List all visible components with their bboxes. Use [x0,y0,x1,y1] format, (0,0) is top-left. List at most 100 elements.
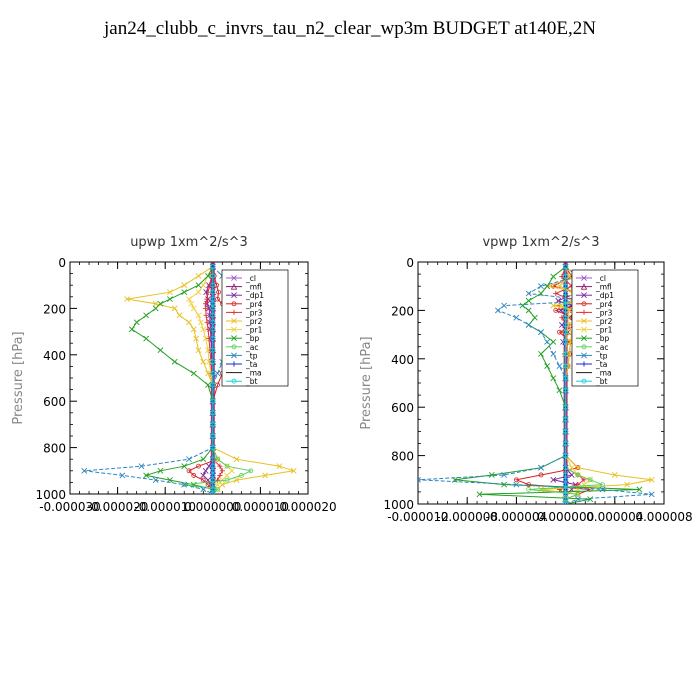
data-point-tp [119,472,126,479]
data-point-pr1 [557,302,564,309]
data-point-pr2 [611,472,618,478]
x-tick-label: -0.000004 [486,510,548,524]
data-point-pr1 [566,307,573,314]
series-line-bp [454,266,640,504]
data-point-tp [138,463,145,470]
data-point-pr1 [188,300,195,307]
data-point-bt [210,433,216,439]
data-point-tp [513,314,520,321]
legend-label: _tp [595,351,608,360]
data-point-bp [157,300,164,307]
data-point-bp [157,347,164,354]
legend-label: _pr3 [245,308,263,317]
data-point-ac [526,487,532,492]
data-point-pr1 [206,358,212,365]
data-point-bt [563,441,568,446]
data-point-bt [210,319,216,325]
legend: _cl_mfl_dp1_pr4_pr3_pr2_pr1_bp_ac_tp_ta_… [221,269,289,387]
data-point-pr1 [195,312,202,319]
data-point-pr4 [215,382,220,388]
data-point-bt [563,453,568,459]
data-point-bt [210,491,216,494]
legend-marker [581,335,587,342]
legend-label: _ma [595,369,612,378]
data-point-pr4 [216,289,221,295]
legend-marker [581,344,587,350]
legend-marker [231,309,237,315]
data-point-bp [157,467,164,474]
legend-marker [231,378,237,384]
data-point-bt [210,289,216,295]
data-point-bt [210,359,216,365]
data-point-tp [501,472,508,478]
data-point-bt [210,421,216,427]
data-point-bp [587,496,594,503]
data-point-pr2 [290,467,297,474]
y-tick-label: 800 [391,450,414,464]
data-point-bt [210,282,216,288]
y-tick-label: 400 [391,353,414,367]
data-point-pr2 [176,312,183,319]
data-point-tp [538,329,544,336]
data-point-bt [563,339,568,345]
data-point-ac [224,477,230,483]
data-point-pr2 [171,305,178,312]
legend-label: _ta [245,360,257,369]
legend-marker [581,292,587,299]
data-point-bt [210,312,216,318]
y-tick-label: 800 [43,442,66,456]
legend-marker [230,283,238,290]
legend-label: _pr1 [245,326,263,335]
data-point-pr1 [228,467,235,474]
chart-title: upwp 1xm^2/s^3 [130,235,248,250]
data-point-bt [210,347,216,353]
data-point-bt [210,473,216,478]
data-point-bt [563,283,568,289]
y-tick-label: 200 [43,302,66,316]
series-line-pr2 [127,266,294,494]
data-point-pr2 [167,289,173,296]
legend-label: _ta [595,360,607,369]
data-point-pr3 [204,296,210,302]
data-point-bt [210,456,216,462]
data-point-pr3 [214,477,221,483]
series-line-pr4 [188,266,235,494]
legend-label: _dp1 [595,291,614,300]
data-point-ac [215,486,220,492]
data-point-bt [563,274,568,279]
data-point-tp [209,491,216,494]
legend-label: _cl [245,274,256,283]
data-point-pr2 [233,456,240,463]
y-axis-label: Pressure [hPa] [11,331,26,424]
data-point-tp [200,486,207,493]
data-point-tp [513,481,520,488]
data-point-pr2 [276,463,283,470]
data-point-pr4 [196,463,201,469]
data-point-bt [563,416,568,422]
x-tick-label: 0.000008 [635,510,692,524]
data-point-tp [495,307,501,314]
legend-label: _cl [595,274,606,283]
data-point-bp [525,297,532,304]
y-tick-label: 200 [391,304,414,318]
data-point-pr4 [538,472,544,478]
legend-label: _pr2 [595,317,613,326]
legend-label: _pr4 [595,300,613,309]
data-point-pr1 [556,283,563,290]
legend-label: _ma [245,369,262,378]
data-point-pr2 [648,476,655,483]
data-point-pr1 [202,335,209,342]
y-tick-label: 0 [406,256,414,270]
data-point-tp [501,302,508,309]
data-point-pr1 [200,282,207,289]
data-point-bt [210,482,216,488]
data-point-tp [544,338,551,345]
data-point-bp [531,314,538,321]
data-point-dp1 [206,463,212,470]
data-point-pr2 [195,347,202,354]
y-tick-label: 600 [43,395,66,409]
data-point-pr2 [233,477,240,483]
data-point-bp [133,319,140,326]
data-point-bt [563,351,568,357]
